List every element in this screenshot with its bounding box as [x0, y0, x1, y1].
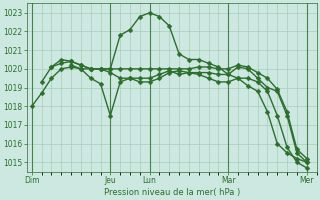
X-axis label: Pression niveau de la mer( hPa ): Pression niveau de la mer( hPa ) — [104, 188, 240, 197]
